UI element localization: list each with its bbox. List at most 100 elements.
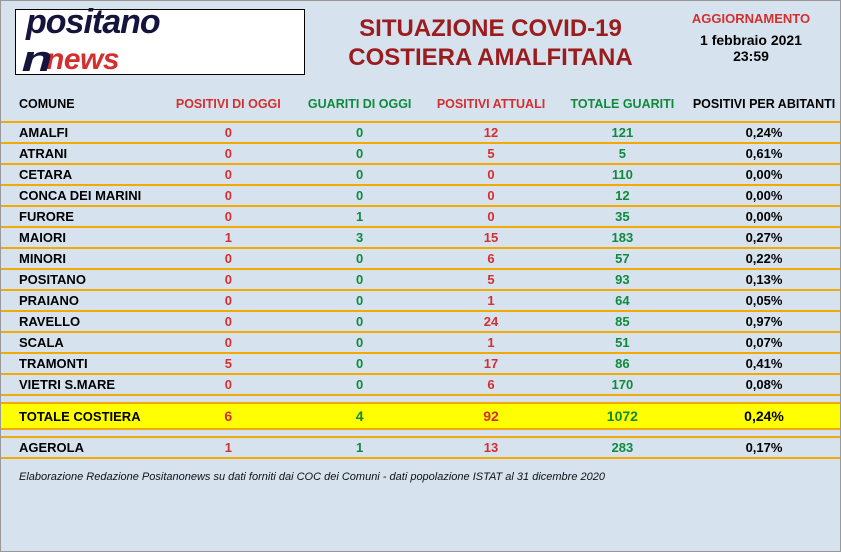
- cell-positivi-attuali: 1: [425, 290, 556, 311]
- cell-positivi-attuali: 24: [425, 311, 556, 332]
- cell-positivi-oggi: 6: [163, 403, 294, 429]
- table-row: MINORI006570,22%: [1, 248, 840, 269]
- cell-comune: AGEROLA: [1, 437, 163, 458]
- cell-positivi-oggi: 0: [163, 143, 294, 164]
- table-header-row: COMUNE POSITIVI DI OGGI GUARITI DI OGGI …: [1, 87, 840, 122]
- cell-positivi-ab: 0,05%: [688, 290, 840, 311]
- logo-top: positano: [26, 8, 294, 37]
- cell-positivi-oggi: 0: [163, 374, 294, 395]
- cell-positivi-oggi: 0: [163, 269, 294, 290]
- cell-positivi-ab: 0,17%: [688, 437, 840, 458]
- cell-totale-guariti: 93: [557, 269, 688, 290]
- cell-totale-guariti: 64: [557, 290, 688, 311]
- cell-totale-guariti: 170: [557, 374, 688, 395]
- cell-positivi-attuali: 0: [425, 206, 556, 227]
- cell-positivi-ab: 0,07%: [688, 332, 840, 353]
- logo-swoosh-icon: n: [22, 38, 53, 80]
- cell-guariti-oggi: 0: [294, 290, 425, 311]
- cell-positivi-ab: 0,00%: [688, 185, 840, 206]
- page-title: SITUAZIONE COVID-19 COSTIERA AMALFITANA: [305, 9, 676, 73]
- table-row: SCALA001510,07%: [1, 332, 840, 353]
- cell-comune: ATRANI: [1, 143, 163, 164]
- col-positivi-abitanti: POSITIVI PER ABITANTI: [688, 87, 840, 122]
- logo-bottom: news: [46, 43, 119, 77]
- cell-positivi-oggi: 5: [163, 353, 294, 374]
- cell-guariti-oggi: 1: [294, 437, 425, 458]
- cell-guariti-oggi: 0: [294, 164, 425, 185]
- cell-positivi-attuali: 5: [425, 269, 556, 290]
- cell-positivi-ab: 0,97%: [688, 311, 840, 332]
- cell-guariti-oggi: 0: [294, 122, 425, 143]
- title-line-2: COSTIERA AMALFITANA: [305, 44, 676, 73]
- cell-positivi-ab: 0,22%: [688, 248, 840, 269]
- cell-comune: AMALFI: [1, 122, 163, 143]
- cell-positivi-attuali: 0: [425, 185, 556, 206]
- cell-positivi-oggi: 0: [163, 122, 294, 143]
- cell-guariti-oggi: 0: [294, 248, 425, 269]
- cell-positivi-ab: 0,00%: [688, 164, 840, 185]
- table-row: AMALFI00121210,24%: [1, 122, 840, 143]
- cell-guariti-oggi: 0: [294, 332, 425, 353]
- cell-guariti-oggi: 0: [294, 269, 425, 290]
- cell-totale-guariti: 35: [557, 206, 688, 227]
- update-date: 1 febbraio 2021: [676, 32, 826, 48]
- table-row: CONCA DEI MARINI000120,00%: [1, 185, 840, 206]
- table-row: FURORE010350,00%: [1, 206, 840, 227]
- cell-positivi-ab: 0,13%: [688, 269, 840, 290]
- cell-totale-guariti: 51: [557, 332, 688, 353]
- table-row: VIETRI S.MARE0061700,08%: [1, 374, 840, 395]
- table-row: POSITANO005930,13%: [1, 269, 840, 290]
- cell-positivi-attuali: 15: [425, 227, 556, 248]
- cell-positivi-attuali: 17: [425, 353, 556, 374]
- col-positivi-attuali: POSITIVI ATTUALI: [425, 87, 556, 122]
- cell-comune: VIETRI S.MARE: [1, 374, 163, 395]
- table-row: CETARA0001100,00%: [1, 164, 840, 185]
- update-time: 23:59: [676, 48, 826, 64]
- footer-note: Elaborazione Redazione Positanonews su d…: [1, 459, 840, 489]
- cell-comune: SCALA: [1, 332, 163, 353]
- cell-positivi-attuali: 92: [425, 403, 556, 429]
- cell-comune: CONCA DEI MARINI: [1, 185, 163, 206]
- cell-positivi-ab: 0,27%: [688, 227, 840, 248]
- cell-positivi-oggi: 0: [163, 248, 294, 269]
- cell-positivi-attuali: 6: [425, 374, 556, 395]
- cell-positivi-oggi: 0: [163, 332, 294, 353]
- cell-comune: RAVELLO: [1, 311, 163, 332]
- update-label: AGGIORNAMENTO: [676, 11, 826, 26]
- cell-guariti-oggi: 0: [294, 185, 425, 206]
- cell-positivi-ab: 0,24%: [688, 122, 840, 143]
- cell-comune: POSITANO: [1, 269, 163, 290]
- cell-totale-guariti: 5: [557, 143, 688, 164]
- cell-guariti-oggi: 4: [294, 403, 425, 429]
- cell-guariti-oggi: 0: [294, 353, 425, 374]
- table-row: PRAIANO001640,05%: [1, 290, 840, 311]
- cell-totale-guariti: 110: [557, 164, 688, 185]
- col-positivi-oggi: POSITIVI DI OGGI: [163, 87, 294, 122]
- cell-positivi-ab: 0,24%: [688, 403, 840, 429]
- cell-comune: MAIORI: [1, 227, 163, 248]
- cell-positivi-oggi: 0: [163, 164, 294, 185]
- cell-positivi-attuali: 12: [425, 122, 556, 143]
- cell-guariti-oggi: 1: [294, 206, 425, 227]
- table-row: RAVELLO0024850,97%: [1, 311, 840, 332]
- cell-positivi-ab: 0,00%: [688, 206, 840, 227]
- cell-comune: TOTALE COSTIERA: [1, 403, 163, 429]
- title-line-1: SITUAZIONE COVID-19: [305, 15, 676, 44]
- cell-positivi-ab: 0,61%: [688, 143, 840, 164]
- cell-positivi-oggi: 0: [163, 206, 294, 227]
- cell-totale-guariti: 121: [557, 122, 688, 143]
- cell-totale-guariti: 12: [557, 185, 688, 206]
- table-row: ATRANI00550,61%: [1, 143, 840, 164]
- logo: positano n news: [15, 9, 305, 75]
- cell-totale-guariti: 283: [557, 437, 688, 458]
- cell-comune: PRAIANO: [1, 290, 163, 311]
- col-comune: COMUNE: [1, 87, 163, 122]
- cell-positivi-ab: 0,41%: [688, 353, 840, 374]
- cell-comune: TRAMONTI: [1, 353, 163, 374]
- cell-totale-guariti: 57: [557, 248, 688, 269]
- cell-positivi-oggi: 1: [163, 437, 294, 458]
- cell-totale-guariti: 183: [557, 227, 688, 248]
- cell-guariti-oggi: 0: [294, 311, 425, 332]
- cell-comune: CETARA: [1, 164, 163, 185]
- covid-table: COMUNE POSITIVI DI OGGI GUARITI DI OGGI …: [1, 87, 840, 459]
